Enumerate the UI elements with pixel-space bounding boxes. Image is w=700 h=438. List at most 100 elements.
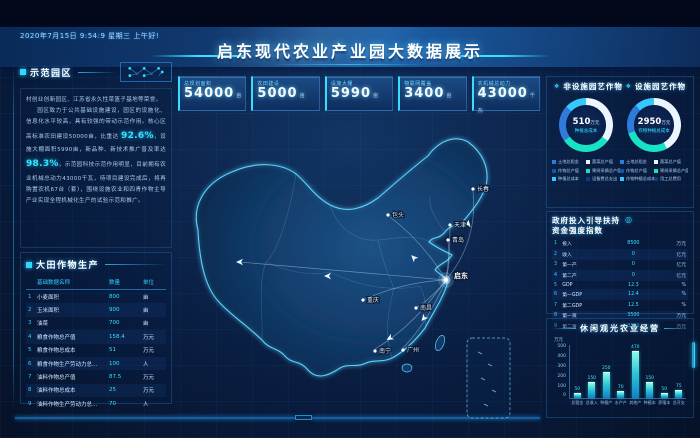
bar: [631, 351, 639, 398]
stat-farmland: 农田建设 5000 亩: [251, 76, 320, 111]
table-row: 9第二资3500万元: [554, 324, 686, 330]
non-facility-title: ❖ 非设施园艺作物: [554, 82, 623, 91]
panel-title: 大田作物生产: [36, 261, 100, 271]
legend-item: 作物总产值: [620, 168, 654, 174]
circuit-decoration-icon: [120, 62, 172, 82]
title-line-left: [150, 55, 245, 57]
legend-item: 果树采摘总产值: [654, 168, 688, 174]
panel-demo-park: 示范园区 村创业创新园区、江苏省永久性菜篮子基地等荣誉。 园区致力于公共基: [20, 62, 172, 250]
donut-facility: 2950万元 作物种植总成本: [627, 98, 681, 152]
table-row: 2 玉米面积 900 亩: [26, 303, 166, 317]
stat-machinery-power: 农机械总动力 43000 千瓦: [471, 76, 541, 114]
title-rule: [105, 264, 166, 265]
city-label: 长春: [477, 185, 489, 193]
table-row: 8 第一资 3500 万元: [552, 310, 688, 322]
table-row: 3 第一产 0 亿元: [554, 262, 686, 269]
bottom-frame-notch: [295, 415, 312, 420]
donut-non-facility: 510万元 种植总成本: [559, 98, 613, 152]
ring-icon: ◎: [625, 215, 633, 224]
facility-title: ❖ 设施园艺作物: [625, 82, 686, 91]
bar-column: 50 总租金: [571, 386, 584, 405]
leisure-bar-chart: 万元 500 400 300 200 100 0 50 总租金 150 总收入 250 种植产 …: [552, 337, 688, 411]
table-row: 7 油料作物总产值 87.5 万元: [28, 373, 155, 381]
kpi-stat-bar: 总规划面积 54000 亩 农田建设 5000 亩 设施大棚 5990 亩 物联网覆盖…: [178, 76, 541, 114]
table-row: 1 投入 8500 万元: [554, 241, 686, 248]
gov-title-line1: 政府投入引导扶持: [552, 216, 620, 225]
panel-title: 休闲观光农业经营: [580, 324, 660, 333]
plane-icons: [236, 220, 471, 340]
panel-horticulture: ❖ 非设施园艺作物 ❖ 设施园艺作物 510万元 种植总成本 2950万元 作物种植…: [546, 76, 694, 208]
bar: [675, 390, 683, 398]
hub-label: 启东: [454, 271, 468, 280]
table-row: 1 小麦面积 800 亩: [28, 293, 149, 301]
city-label: 南宁: [379, 347, 391, 355]
bottom-frame-line-left: [15, 417, 295, 419]
table-row: 4 粮食作物总产值 158.4 万元: [26, 330, 166, 344]
legend-item: 果树采摘总产值: [586, 168, 620, 174]
title-line-right: [455, 55, 550, 57]
table-row: 7 第二GDP 12.5%: [554, 302, 686, 309]
table-row: 5 GDP 12.3%: [554, 282, 686, 288]
y-axis-label: 万元: [554, 338, 563, 343]
highlight-percent-2: 98.3%: [26, 159, 59, 170]
legend-item: 用工总费用: [654, 176, 688, 182]
taiwan-island: [435, 335, 445, 351]
col-name: 基础数据名称: [35, 275, 107, 290]
scroll-indicator[interactable]: [692, 342, 695, 368]
bar-column: 470 其他产: [629, 345, 642, 405]
hub-marker[interactable]: 启东: [438, 270, 469, 288]
title-underline: [270, 64, 430, 65]
table-row: 5 粮食作物总成本 51 万元: [28, 347, 155, 355]
panel-title: 示范园区: [30, 68, 73, 79]
col-qty: 数量: [107, 275, 141, 290]
table-row: 3 油菜 700 亩: [28, 320, 149, 328]
diamond-icon: ❖: [554, 83, 561, 90]
gov-title-line2: 资金强度指数: [552, 225, 603, 235]
bar: [617, 390, 625, 398]
city-label: 青岛: [452, 236, 464, 244]
legend-item: 种植总成本: [552, 176, 586, 182]
hainan-island: [401, 363, 413, 373]
panel-field-crops: 大田作物生产 基础数据名称 数量 单位 1 小麦面积 800 亩 2 玉米面积 900 亩 …: [20, 252, 172, 408]
y-axis-ticks: 500 400 300 200 100 0: [557, 344, 566, 399]
table-row: 6 粮食作物生产劳动力总... 100 人: [26, 356, 166, 371]
bar: [602, 371, 610, 398]
china-map[interactable]: 长春 包头 天津 青岛 重庆 南昌 广州 南宁 启东: [178, 112, 544, 432]
city-label: 包头: [392, 211, 404, 219]
title-rule: [664, 328, 688, 329]
table-row: 8 油料作物总成本 25 万元: [26, 383, 166, 397]
bar: [573, 392, 581, 398]
diamond-icon: ❖: [625, 83, 632, 90]
demo-park-description: 村创业创新园区、江苏省永久性菜篮子基地等荣誉。 园区致力于公共基础设施建设，园区…: [20, 88, 172, 248]
bar: [660, 392, 668, 398]
table-row: 4 第二产 0 亿元: [552, 270, 688, 281]
bottom-frame-line-right: [312, 417, 540, 419]
legend-non-facility: 土地总租金 蔬菜总产值 作物总产值 果树采摘总产值 种植总成本 设备费总支出: [552, 159, 620, 185]
bar: [646, 382, 654, 398]
province-borders: [261, 173, 446, 359]
bar-column: 50 养殖本: [658, 386, 671, 405]
highlight-percent-1: 92.6%: [121, 130, 154, 141]
paragraph-1: 村创业创新园区、江苏省永久性菜篮子基地等荣誉。: [26, 97, 162, 103]
legend-item: 土地总租金: [552, 159, 586, 165]
gov-table: 1 投入 8500 万元 2 收入 0 亿元 3 第一产 0 亿元 4 第二产 0 亿元 5 GDP 12.…: [552, 239, 688, 332]
city-label: 重庆: [367, 296, 379, 304]
city-markers[interactable]: 长春 包头 天津 青岛 重庆 南昌 广州 南宁: [361, 184, 490, 356]
legend-item: 作物总产值: [552, 168, 586, 174]
legend-item: 设备费总支出: [586, 176, 620, 182]
bar-column: 70 水产产: [614, 384, 627, 405]
bar-column: 75 总开支: [672, 384, 685, 405]
page-title: 启东现代农业产业园大数据展示: [216, 42, 483, 61]
stat-greenhouse: 设施大棚 5990 亩: [324, 76, 394, 111]
city-label: 广州: [407, 346, 419, 354]
header-band: [0, 27, 700, 67]
legend-facility: 土地总租金 蔬菜总产值 作物总产值 果树采摘总产值 作物种植总成本 用工总费用: [620, 159, 688, 185]
left-frame-line: [13, 64, 14, 410]
flight-routes: [239, 190, 474, 350]
table-row: 9 油料作物生产劳动力总... 70 人: [28, 400, 149, 408]
datetime-text: 2020年7月15日 9:54:9 星期三 上午好!: [20, 32, 160, 40]
legend-item: 土地总租金: [620, 159, 654, 165]
col-unit: 单位: [141, 275, 166, 290]
panel-leisure-agriculture: 休闲观光农业经营 万元 500 400 300 200 100 0 50 总租金 150 总收…: [546, 318, 694, 418]
